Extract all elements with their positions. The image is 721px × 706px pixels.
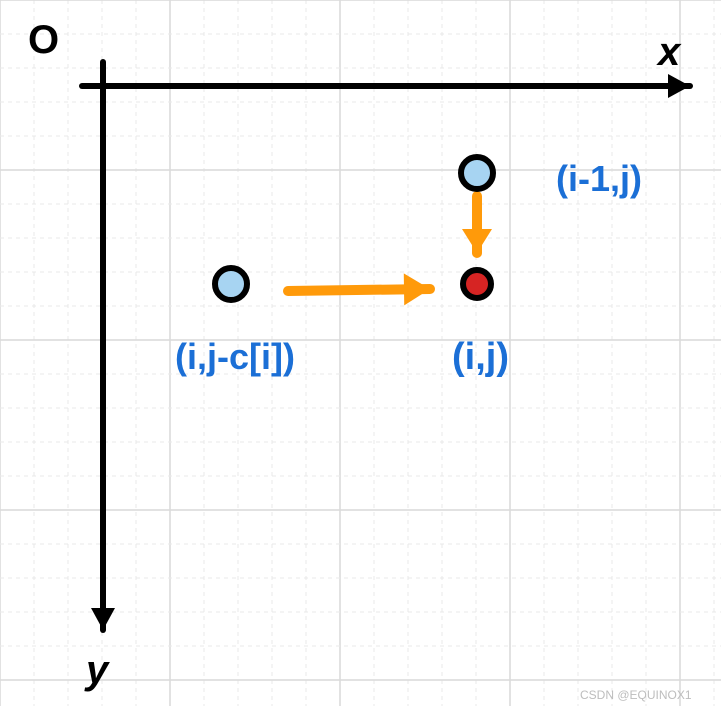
x-axis-label: x: [658, 30, 680, 75]
origin-label: O: [28, 18, 59, 63]
watermark-text: CSDN @EQUINOX1: [580, 688, 692, 702]
node-label-i-minus-1-j: (i-1,j): [556, 158, 642, 200]
y-axis-label: y: [86, 648, 108, 693]
grid-and-geometry: [0, 0, 721, 706]
node-label-i-j-minus-c: (i,j-c[i]): [175, 336, 295, 378]
diagram-canvas: O x y (i-1,j) (i,j) (i,j-c[i]) CSDN @EQU…: [0, 0, 721, 706]
node-label-i-j: (i,j): [452, 336, 509, 379]
